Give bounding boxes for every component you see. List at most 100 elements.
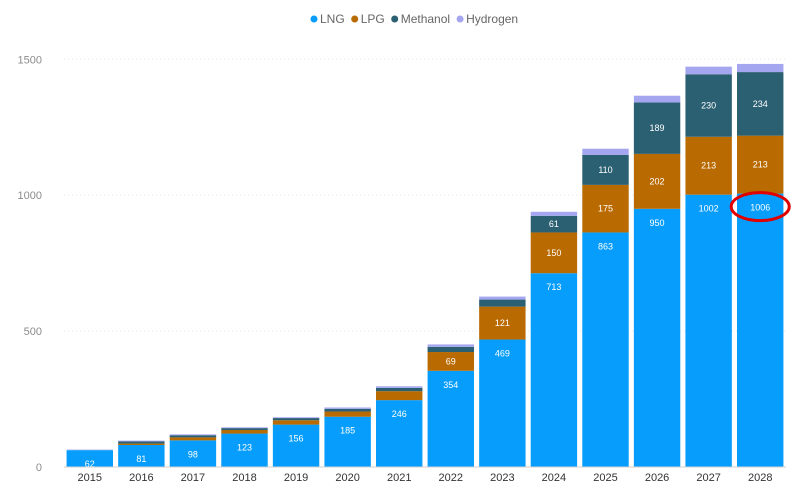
data-label-lng-2016: 81 <box>136 454 146 464</box>
bar-lpg-2022[interactable] <box>427 352 474 371</box>
bar-hydrogen-2024[interactable] <box>530 211 578 216</box>
y-tick-label: 0 <box>36 462 42 474</box>
bar-methanol-2025[interactable] <box>582 154 629 185</box>
bar-hydrogen-2019[interactable] <box>272 417 320 419</box>
x-tick-label: 2023 <box>490 472 514 484</box>
bar-lng-2015[interactable] <box>66 450 113 467</box>
bar-hydrogen-2020[interactable] <box>324 407 371 409</box>
bar-hydrogen-2018[interactable] <box>221 427 268 429</box>
bar-lng-2016[interactable] <box>118 444 165 467</box>
highlight-ellipse <box>729 191 791 223</box>
data-label-lpg-2024: 150 <box>546 248 561 258</box>
legend-label-hydrogen[interactable]: Hydrogen <box>466 12 518 26</box>
bar-methanol-2028[interactable] <box>737 72 784 136</box>
bar-lpg-2016[interactable] <box>118 443 165 445</box>
bar-methanol-2021[interactable] <box>376 387 423 392</box>
bar-lng-2020[interactable] <box>324 416 371 467</box>
data-label-methanol-2026: 189 <box>650 123 665 133</box>
bar-lpg-2020[interactable] <box>324 411 371 417</box>
legend-label-methanol[interactable]: Methanol <box>401 12 450 26</box>
bar-lpg-2027[interactable] <box>685 136 732 195</box>
bar-methanol-2027[interactable] <box>685 74 732 137</box>
bar-lng-2019[interactable] <box>272 424 320 467</box>
bar-lpg-2025[interactable] <box>582 184 629 233</box>
bar-methanol-2017[interactable] <box>169 435 217 438</box>
bar-hydrogen-2016[interactable] <box>118 440 165 442</box>
data-label-lng-2027: 1002 <box>699 204 719 214</box>
x-tick-label: 2021 <box>387 472 411 484</box>
bar-hydrogen-2022[interactable] <box>427 344 474 347</box>
bar-hydrogen-2028[interactable] <box>737 63 784 73</box>
x-tick-label: 2015 <box>78 472 102 484</box>
y-axis: 0 500 1000 1500 <box>18 54 42 474</box>
bar-lng-2017[interactable] <box>169 440 217 467</box>
x-tick-label: 2026 <box>645 472 669 484</box>
data-label-lng-2025: 863 <box>598 241 613 251</box>
bar-lpg-2021[interactable] <box>376 391 423 401</box>
bar-hydrogen-2025[interactable] <box>582 148 629 155</box>
bar-methanol-2026[interactable] <box>633 102 681 154</box>
legend-marker-lng <box>310 15 318 23</box>
bar-lpg-2028[interactable] <box>737 135 784 194</box>
y-tick-label: 1500 <box>18 54 42 66</box>
bar-lpg-2024[interactable] <box>530 232 578 274</box>
bar-hydrogen-2027[interactable] <box>685 66 732 75</box>
bar-lpg-2023[interactable] <box>479 306 526 340</box>
bar-methanol-2024[interactable] <box>530 215 578 233</box>
bar-lpg-2019[interactable] <box>272 420 320 425</box>
data-label-lpg-2027: 213 <box>701 161 716 171</box>
legend-marker-hydrogen <box>456 15 464 23</box>
legend-marker-methanol <box>391 15 399 23</box>
x-tick-label: 2020 <box>335 472 359 484</box>
bar-hydrogen-2026[interactable] <box>633 95 681 103</box>
bar-lng-2018[interactable] <box>221 433 268 467</box>
data-label-methanol-2028: 234 <box>753 99 768 109</box>
data-label-lpg-2026: 202 <box>650 176 665 186</box>
data-label-lng-2017: 98 <box>188 449 198 459</box>
data-label-lng-2028: 1006 <box>750 203 770 213</box>
bar-methanol-2020[interactable] <box>324 408 371 412</box>
data-label-lpg-2025: 175 <box>598 204 613 214</box>
bar-methanol-2016[interactable] <box>118 441 165 444</box>
data-label-methanol-2027: 230 <box>701 101 716 111</box>
bar-lng-2021[interactable] <box>376 400 423 467</box>
bar-methanol-2022[interactable] <box>427 346 474 353</box>
data-label-methanol-2025: 110 <box>598 165 612 175</box>
y-tick-label: 1000 <box>18 190 42 202</box>
data-label-lng-2021: 246 <box>392 409 407 419</box>
bar-lng-2027[interactable] <box>685 194 732 467</box>
bar-lng-2022[interactable] <box>427 370 474 467</box>
data-label-lng-2015: 62 <box>85 459 95 469</box>
x-tick-label: 2027 <box>696 472 720 484</box>
bar-hydrogen-2017[interactable] <box>169 434 217 436</box>
bar-lpg-2026[interactable] <box>633 153 681 209</box>
bar-lpg-2018[interactable] <box>221 430 268 434</box>
legend-label-lng[interactable]: LNG <box>320 12 345 26</box>
bar-lng-2028[interactable] <box>737 193 784 468</box>
data-label-lng-2019: 156 <box>289 434 304 444</box>
bar-lng-2024[interactable] <box>530 273 578 467</box>
x-axis: 2015 2016 2017 2018 2019 2020 2021 2022 2023 2024… <box>64 466 786 484</box>
data-label-lng-2024: 713 <box>546 282 561 292</box>
bar-lpg-2017[interactable] <box>169 437 217 441</box>
bar-lng-2025[interactable] <box>582 232 629 467</box>
bar-hydrogen-2015[interactable] <box>66 449 113 451</box>
data-label-lpg-2023: 121 <box>495 318 510 328</box>
legend-label-lpg[interactable]: LPG <box>361 12 385 26</box>
data-label-lng-2022: 354 <box>443 380 458 390</box>
data-label-lng-2023: 469 <box>495 349 510 359</box>
bar-hydrogen-2021[interactable] <box>376 386 423 388</box>
bar-lng-2023[interactable] <box>479 339 526 467</box>
gridlines <box>64 58 786 332</box>
data-label-lng-2018: 123 <box>237 443 252 453</box>
bar-methanol-2023[interactable] <box>479 299 526 307</box>
bar-methanol-2019[interactable] <box>272 418 320 421</box>
x-tick-label: 2017 <box>181 472 205 484</box>
bar-lng-2026[interactable] <box>633 208 681 468</box>
x-tick-label: 2022 <box>439 472 463 484</box>
x-tick-label: 2025 <box>593 472 617 484</box>
legend: LNG LPG Methanol Hydrogen <box>310 12 518 26</box>
bar-methanol-2018[interactable] <box>221 428 268 431</box>
bar-hydrogen-2023[interactable] <box>479 296 526 300</box>
